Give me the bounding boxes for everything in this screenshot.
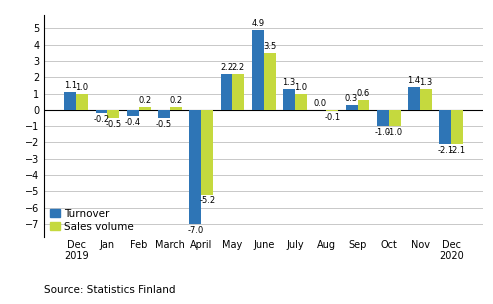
- Text: 0.3: 0.3: [345, 94, 358, 103]
- Text: -0.5: -0.5: [106, 120, 121, 129]
- Text: 1.4: 1.4: [408, 76, 421, 85]
- Text: 0.0: 0.0: [314, 99, 327, 108]
- Bar: [264, 53, 276, 110]
- Text: 3.5: 3.5: [263, 42, 276, 51]
- Text: -5.2: -5.2: [199, 196, 215, 205]
- Text: -0.1: -0.1: [324, 113, 340, 122]
- Text: 0.2: 0.2: [138, 96, 151, 105]
- Text: -0.4: -0.4: [125, 118, 141, 127]
- Bar: [283, 89, 295, 110]
- Bar: [451, 110, 463, 144]
- Bar: [357, 100, 369, 110]
- Text: 1.0: 1.0: [294, 83, 308, 92]
- Bar: [377, 110, 389, 126]
- Bar: [295, 94, 307, 110]
- Text: 2.2: 2.2: [232, 63, 245, 72]
- Bar: [408, 87, 420, 110]
- Text: -0.5: -0.5: [156, 120, 172, 129]
- Bar: [158, 110, 170, 118]
- Bar: [127, 110, 139, 116]
- Text: 2.2: 2.2: [220, 63, 233, 72]
- Text: -2.1: -2.1: [449, 146, 465, 155]
- Bar: [76, 94, 88, 110]
- Bar: [201, 110, 213, 195]
- Bar: [220, 74, 233, 110]
- Text: -1.0: -1.0: [387, 128, 403, 137]
- Bar: [420, 89, 432, 110]
- Text: 0.6: 0.6: [357, 89, 370, 98]
- Legend: Turnover, Sales volume: Turnover, Sales volume: [50, 209, 134, 232]
- Bar: [439, 110, 451, 144]
- Text: 1.3: 1.3: [420, 78, 433, 87]
- Bar: [107, 110, 119, 118]
- Bar: [346, 105, 357, 110]
- Bar: [170, 107, 182, 110]
- Bar: [389, 110, 401, 126]
- Text: Source: Statistics Finland: Source: Statistics Finland: [44, 285, 176, 295]
- Bar: [233, 74, 245, 110]
- Bar: [96, 110, 107, 113]
- Text: 1.1: 1.1: [64, 81, 77, 90]
- Text: 0.2: 0.2: [170, 96, 182, 105]
- Text: -2.1: -2.1: [437, 146, 454, 155]
- Bar: [252, 30, 264, 110]
- Bar: [189, 110, 201, 224]
- Text: -1.0: -1.0: [375, 128, 391, 137]
- Text: -0.2: -0.2: [94, 115, 109, 124]
- Text: 4.9: 4.9: [251, 19, 264, 28]
- Bar: [139, 107, 150, 110]
- Text: -7.0: -7.0: [187, 226, 204, 235]
- Text: 1.3: 1.3: [282, 78, 296, 87]
- Bar: [64, 92, 76, 110]
- Bar: [326, 110, 338, 112]
- Text: 1.0: 1.0: [75, 83, 89, 92]
